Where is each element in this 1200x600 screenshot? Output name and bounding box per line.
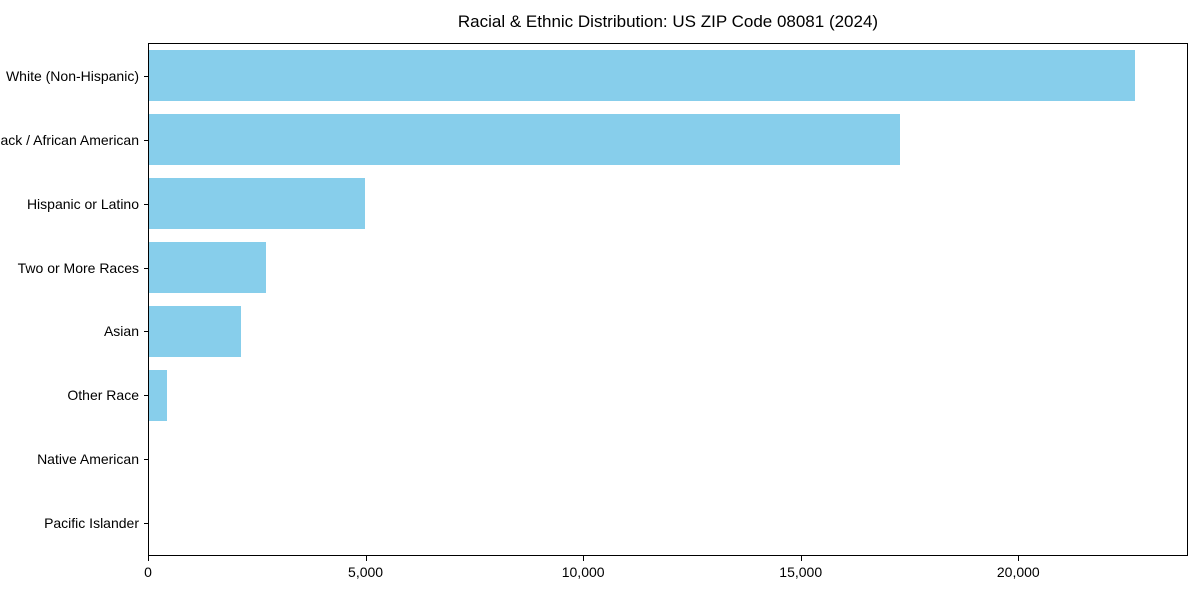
y-axis-label: Black / African American	[0, 131, 139, 148]
bar-row: White (Non-Hispanic)	[6, 44, 1187, 108]
y-axis-label: Native American	[37, 451, 139, 468]
y-axis-tick	[144, 139, 149, 141]
bar-row: Hispanic or Latino	[27, 172, 1187, 236]
y-axis-label: Asian	[103, 323, 139, 340]
y-axis-tick	[144, 267, 149, 269]
bar-row: Pacific Islander	[44, 491, 1187, 555]
chart-title: Racial & Ethnic Distribution: US ZIP Cod…	[457, 12, 879, 31]
y-axis-label: Two or More Races	[17, 259, 139, 276]
bar	[149, 242, 266, 294]
x-axis-tick	[800, 556, 802, 561]
y-axis-tick	[144, 331, 149, 333]
y-axis-tick	[144, 459, 149, 461]
plot-area: White (Non-Hispanic) Black / African Amer…	[0, 43, 1188, 556]
bar-row: Other Race	[67, 363, 1187, 427]
bar	[149, 50, 1135, 102]
bar-row: Asian	[104, 300, 1187, 364]
x-axis-label: 0	[144, 564, 152, 580]
y-axis-tick	[144, 395, 149, 397]
y-axis-label: White (Non-Hispanic)	[5, 67, 139, 84]
y-axis-tick	[144, 523, 149, 525]
bar	[149, 114, 901, 166]
y-axis-label: Other Race	[67, 387, 139, 404]
y-axis-label: Pacific Islander	[44, 515, 139, 532]
x-axis-tick	[365, 556, 367, 561]
x-axis-label: 20,000	[996, 564, 1040, 580]
bar-row: Two or More Races	[18, 236, 1187, 300]
x-axis-label: 10,000	[561, 564, 605, 580]
bar-row: Black / African American	[0, 108, 1187, 172]
x-axis-tick	[583, 556, 585, 561]
y-axis-tick	[144, 75, 149, 77]
bar	[149, 369, 167, 421]
x-axis-label: 15,000	[779, 564, 823, 580]
bar	[149, 305, 242, 357]
bar-row: Native American	[37, 427, 1187, 491]
x-axis-tick	[148, 556, 149, 561]
x-axis-tick	[1018, 556, 1020, 561]
bar	[149, 178, 365, 230]
y-axis-label: Hispanic or Latino	[26, 195, 139, 212]
y-axis-tick	[144, 203, 149, 205]
x-axis-label: 5,000	[348, 564, 384, 580]
